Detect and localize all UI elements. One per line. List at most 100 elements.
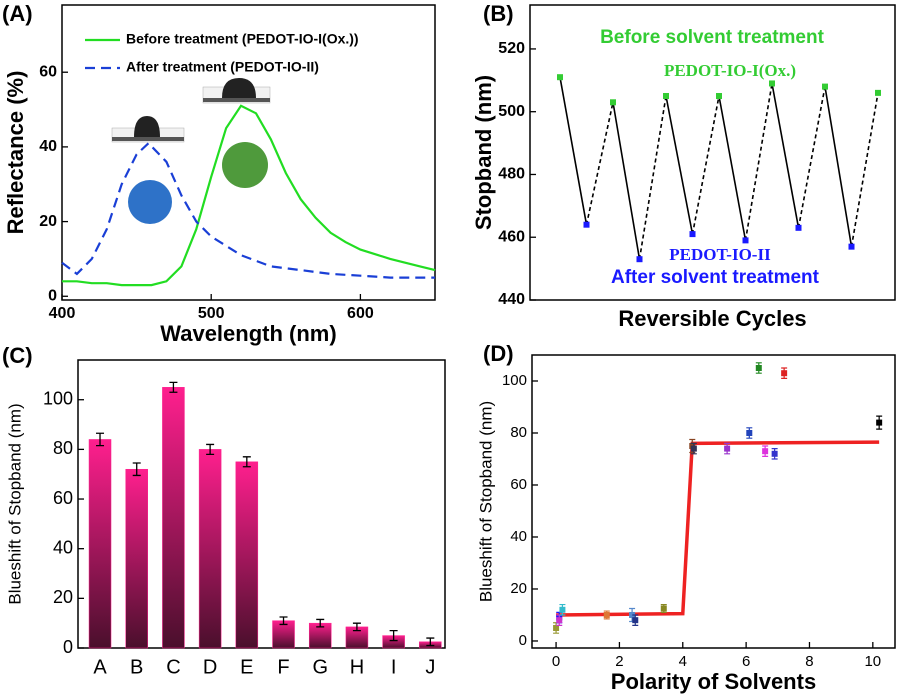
plot-frame	[531, 354, 896, 649]
y-tick-label: 20	[510, 580, 527, 597]
data-point	[559, 606, 566, 613]
y-tick-label: 440	[498, 291, 525, 308]
y-axis-label: Blueshift of Stopband (nm)	[5, 403, 24, 604]
cycle-segment	[612, 102, 641, 260]
data-point	[742, 237, 749, 244]
y-tick-label: 40	[39, 138, 57, 155]
data-point	[746, 429, 753, 436]
cycle-segment	[797, 86, 826, 228]
x-tick-label: 400	[49, 305, 76, 322]
error-bar	[426, 637, 435, 647]
legend-label: Before treatment (PEDOT-IO-I(Ox.))	[126, 31, 359, 47]
x-tick-label: 6	[742, 653, 750, 670]
data-point	[769, 80, 775, 87]
data-point	[875, 89, 881, 96]
y-tick-label: 20	[39, 213, 57, 230]
y-tick-label: 520	[498, 40, 525, 57]
fit-line	[556, 440, 880, 617]
cycle-segment	[718, 95, 747, 241]
data-point	[663, 93, 669, 100]
data-point	[632, 617, 639, 624]
data-point	[690, 445, 697, 452]
y-tick-label: 80	[510, 424, 527, 441]
plot-frame	[61, 4, 436, 301]
legend-label: After treatment (PEDOT-IO-II)	[126, 59, 319, 75]
data-point	[689, 231, 696, 238]
y-tick-label: 500	[498, 103, 525, 120]
droplet-photos	[111, 78, 271, 224]
data-point	[724, 445, 731, 452]
data-point	[755, 364, 762, 371]
error-bar	[389, 629, 398, 642]
y-tick-label: 60	[510, 476, 527, 493]
data-point	[716, 93, 722, 100]
error-bar	[96, 432, 105, 447]
data-point	[603, 611, 610, 618]
annotation: PEDOT-IO-I(Ox.)	[664, 61, 796, 80]
bar	[198, 449, 222, 649]
y-tick-label: 60	[53, 488, 73, 508]
data-point	[636, 256, 643, 263]
data-point	[762, 448, 769, 455]
x-tick-label: 4	[679, 653, 687, 670]
annotation: PEDOT-IO-II	[669, 245, 771, 264]
y-tick-label: 40	[53, 537, 73, 557]
error-bar	[206, 443, 215, 455]
annotation: Before solvent treatment	[600, 27, 825, 48]
panel-title: (B)	[483, 1, 514, 26]
bar	[88, 439, 112, 649]
bar	[125, 468, 148, 649]
error-bar	[352, 622, 361, 632]
y-tick-label: 80	[53, 438, 73, 458]
y-tick-label: 40	[510, 528, 527, 545]
x-tick-label: 2	[615, 653, 623, 670]
x-tick-label: 0	[552, 653, 560, 670]
error-bar	[132, 462, 141, 477]
x-tick-label: A	[93, 656, 107, 678]
panel-title: (C)	[2, 343, 33, 368]
x-tick-label: I	[391, 656, 397, 678]
data-point	[771, 450, 778, 457]
panel-title: (A)	[2, 1, 33, 26]
data-point	[556, 617, 563, 624]
bar	[235, 461, 259, 649]
data-point	[629, 611, 636, 618]
y-tick-label: 20	[53, 587, 73, 607]
x-tick-label: E	[240, 656, 253, 678]
plot-frame	[77, 359, 446, 649]
y-axis-label: Blueshift of Stopband (nm)	[476, 401, 495, 602]
error-bar	[169, 381, 178, 393]
x-tick-label: J	[425, 656, 435, 678]
bar	[162, 387, 185, 649]
x-tick-label: F	[277, 656, 289, 678]
data-point	[660, 605, 667, 612]
annotation: After solvent treatment	[611, 267, 820, 288]
data-point	[848, 243, 855, 250]
y-tick-label: 0	[519, 632, 527, 649]
x-tick-label: 8	[805, 653, 813, 670]
x-tick-label: B	[130, 656, 143, 678]
error-bar	[316, 618, 325, 628]
data-point	[583, 221, 590, 228]
y-axis-label: Stopband (nm)	[471, 75, 496, 230]
data-point	[610, 99, 616, 106]
error-bar	[242, 456, 251, 468]
x-tick-label: 500	[198, 305, 225, 322]
x-tick-label: D	[203, 656, 217, 678]
y-tick-label: 460	[498, 228, 525, 245]
cycle-segment	[824, 86, 853, 247]
x-tick-label: H	[350, 656, 364, 678]
cycle-segment	[559, 77, 588, 225]
x-tick-label: 10	[864, 653, 881, 670]
data-point	[822, 83, 828, 90]
cycle-segment	[665, 95, 694, 235]
data-point	[795, 224, 802, 231]
panel-title: (D)	[483, 341, 514, 366]
series-line	[61, 141, 435, 279]
cycle-segment	[744, 83, 773, 241]
y-tick-label: 0	[63, 637, 73, 657]
y-tick-label: 480	[498, 166, 525, 183]
cycle-segment	[638, 95, 667, 260]
x-tick-label: G	[312, 656, 328, 678]
